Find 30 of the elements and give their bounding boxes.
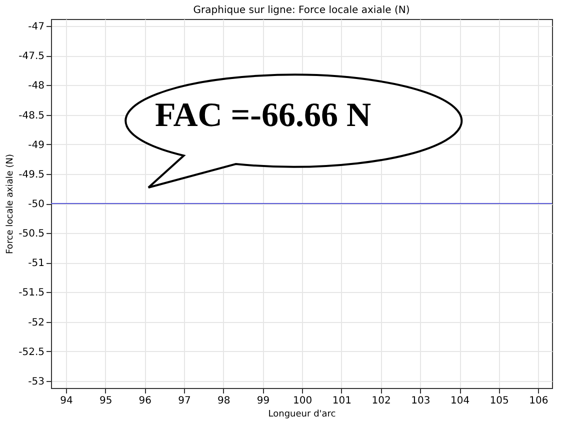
y-tick-label: -49	[28, 140, 44, 151]
x-tick-label: 101	[332, 396, 352, 406]
y-tick-label: -48.5	[18, 110, 44, 122]
y-tick-label: -47	[28, 22, 44, 33]
y-tick-label: -47.5	[18, 51, 44, 62]
y-tick-label: -51.5	[18, 288, 44, 299]
chart-title: Graphique sur ligne: Force locale axiale (N)	[193, 5, 410, 16]
x-tick-label: 99	[256, 396, 270, 406]
y-axis-title: Force locale axiale (N)	[6, 154, 16, 254]
y-tick-label: -52.5	[18, 346, 44, 358]
x-tick-label: 103	[411, 396, 430, 406]
x-tick-label: 94	[60, 396, 73, 406]
x-tick-label: 96	[138, 396, 152, 406]
y-tick-label: -53	[28, 376, 44, 388]
x-tick-label: 97	[178, 396, 191, 406]
x-tick-label: 106	[529, 396, 548, 406]
y-tick-label: -49.5	[18, 169, 44, 180]
x-tick-label: 98	[218, 396, 230, 406]
y-tick-label: -51	[28, 258, 44, 270]
y-tick-label: -48	[28, 80, 44, 92]
x-axis-title: Longueur d'arc	[268, 410, 336, 420]
x-tick-label: 100	[293, 396, 312, 406]
annotation: FAC =-66.66 N	[154, 97, 372, 134]
y-tick-label: -50.5	[18, 228, 44, 240]
x-tick-label: 102	[372, 396, 391, 406]
x-tick-label: 105	[490, 396, 509, 406]
x-tick-label: 95	[99, 396, 112, 406]
x-tick-label: 104	[450, 396, 470, 406]
y-tick-label: -52	[28, 317, 44, 328]
y-tick-label: -50	[28, 199, 44, 210]
